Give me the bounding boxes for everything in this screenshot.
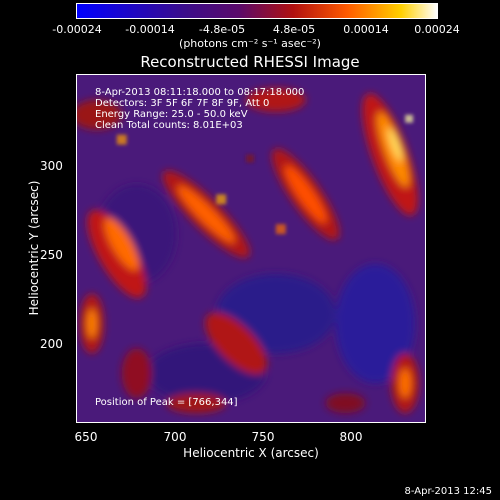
timestamp: 8-Apr-2013 12:45	[404, 486, 492, 497]
colorbar-tick: -0.00014	[125, 23, 175, 36]
colorbar-tick: -0.00024	[52, 23, 102, 36]
y-tick-label: 200	[40, 337, 63, 351]
colorbar-unit: (photons cm⁻² s⁻¹ asec⁻²)	[179, 37, 321, 50]
colorbar-tick: 4.8e-05	[272, 23, 316, 36]
x-tick-label: 800	[339, 430, 363, 444]
x-tick-label: 750	[251, 430, 275, 444]
x-tick-label: 650	[74, 430, 98, 444]
colorbar-tick: 0.00024	[414, 23, 460, 36]
plot-title: Reconstructed RHESSI Image	[140, 53, 360, 71]
annotation-detectors: Detectors: 3F 5F 6F 7F 8F 9F, Att 0	[95, 98, 270, 109]
annotation-time-range: 8-Apr-2013 08:11:18.000 to 08:17:18.000	[95, 87, 305, 98]
x-tick-label: 700	[163, 430, 187, 444]
colorbar	[76, 3, 438, 19]
y-tick-label: 300	[40, 159, 63, 173]
x-axis-label: Heliocentric X (arcsec)	[183, 446, 319, 460]
annotation-energy: Energy Range: 25.0 - 50.0 keV	[95, 109, 248, 120]
image-plot: 8-Apr-2013 08:11:18.000 to 08:17:18.000 …	[76, 74, 426, 423]
heatmap-image	[77, 75, 425, 422]
colorbar-tick-labels: -0.00024 -0.00014 -4.8e-05 4.8e-05 0.000…	[0, 0, 500, 60]
annotation-method: Clean Total counts: 8.01E+03	[95, 120, 243, 131]
annotation-peak-position: Position of Peak = [766,344]	[95, 397, 238, 408]
colorbar-tick: -4.8e-05	[198, 23, 246, 36]
y-tick-label: 250	[40, 248, 63, 262]
colorbar-tick: 0.00014	[343, 23, 389, 36]
y-axis-label: Heliocentric Y (arcsec)	[27, 180, 41, 316]
